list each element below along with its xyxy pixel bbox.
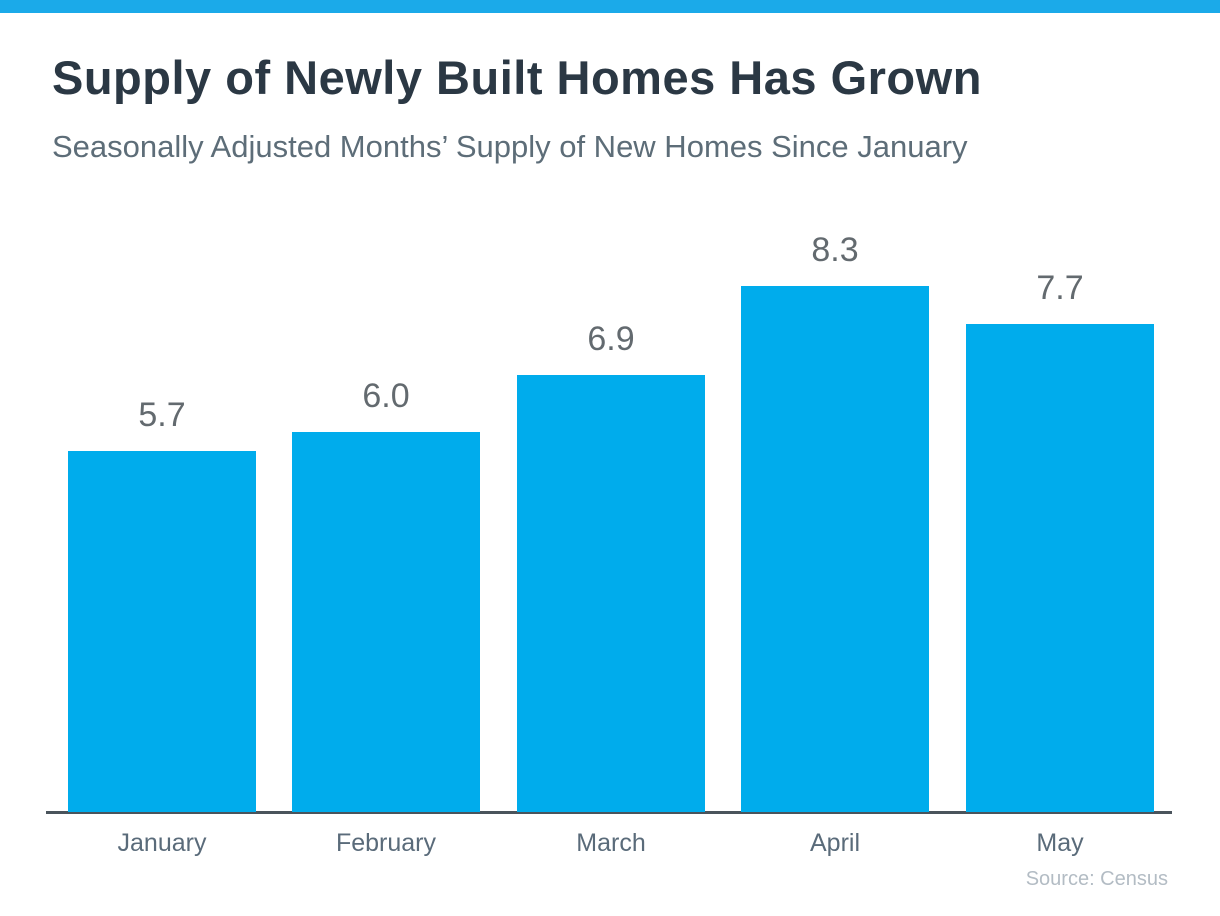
value-label: 7.7 bbox=[1036, 269, 1084, 307]
bar-may bbox=[966, 324, 1154, 812]
bar-february bbox=[292, 432, 480, 812]
x-tick-label: February bbox=[335, 829, 437, 857]
x-tick-label: April bbox=[809, 829, 860, 857]
page-subtitle: Seasonally Adjusted Months’ Supply of Ne… bbox=[52, 129, 968, 164]
value-label: 5.7 bbox=[138, 396, 186, 434]
bar-january bbox=[68, 451, 256, 812]
value-label: 6.9 bbox=[587, 320, 635, 358]
page-title: Supply of Newly Built Homes Has Grown bbox=[52, 51, 982, 104]
value-label: 6.0 bbox=[362, 377, 410, 415]
bar-april bbox=[741, 286, 929, 812]
source-note: Source: Census bbox=[1025, 868, 1168, 890]
x-axis-line bbox=[46, 811, 1172, 814]
x-tick-label: January bbox=[117, 829, 207, 857]
accent-strip bbox=[0, 0, 1220, 13]
x-tick-label: March bbox=[576, 829, 646, 857]
value-label: 8.3 bbox=[811, 231, 859, 269]
x-tick-label: May bbox=[1036, 829, 1084, 857]
bar-march bbox=[517, 375, 705, 812]
